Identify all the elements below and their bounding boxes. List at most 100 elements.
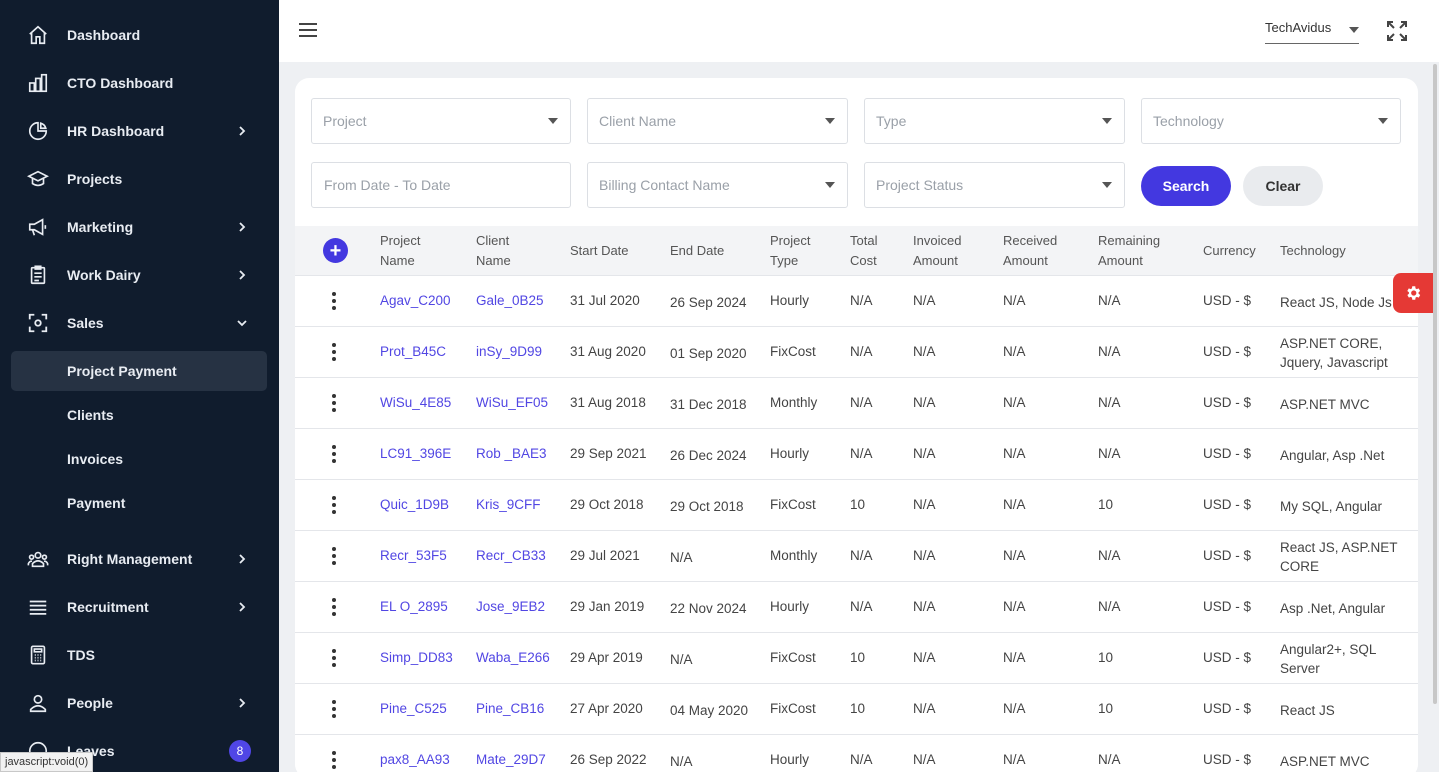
cell-received-amount: N/A (1003, 701, 1026, 716)
cell-received-amount: N/A (1003, 752, 1026, 767)
cell-invoiced-amount: N/A (913, 752, 936, 767)
cell-remaining-amount: N/A (1098, 599, 1121, 614)
topbar: TechAvidus (279, 0, 1439, 62)
sidebar-item-recruitment[interactable]: Recruitment (0, 587, 279, 627)
caret-down-icon (548, 118, 558, 124)
cell-start-date: 31 Aug 2018 (570, 395, 646, 410)
cell-invoiced-amount: N/A (913, 497, 936, 512)
company-selector[interactable]: TechAvidus (1265, 18, 1359, 44)
sidebar-item-sales[interactable]: Sales (0, 303, 279, 343)
cell-project-name[interactable]: pax8_AA93 (380, 752, 450, 767)
cell-end-date: N/A (670, 754, 693, 769)
row-actions-kebab-icon[interactable] (331, 700, 337, 720)
cell-client-name[interactable]: Recr_CB33 (476, 548, 546, 563)
cell-remaining-amount: N/A (1098, 446, 1121, 461)
cell-project-name[interactable]: EL O_2895 (380, 599, 448, 614)
cell-invoiced-amount: N/A (913, 395, 936, 410)
cell-project-name[interactable]: Agav_C200 (380, 293, 451, 308)
project-status-select[interactable]: Project Status (864, 162, 1125, 208)
cell-client-name[interactable]: Waba_E266 (476, 650, 550, 665)
row-actions-kebab-icon[interactable] (331, 292, 337, 312)
chevron-right-icon (239, 602, 246, 612)
sidebar-item-label: Dashboard (67, 27, 141, 43)
cell-start-date: 29 Oct 2018 (570, 497, 644, 512)
sidebar-item-projects[interactable]: Projects (0, 159, 279, 199)
search-button[interactable]: Search (1141, 166, 1231, 206)
sidebar-subitem-invoices[interactable]: Invoices (0, 439, 279, 479)
hamburger-menu-icon[interactable] (298, 21, 318, 39)
cell-end-date: 29 Oct 2018 (670, 499, 744, 514)
clear-button[interactable]: Clear (1243, 166, 1323, 206)
cell-project-name[interactable]: Prot_B45C (380, 344, 447, 359)
row-actions-kebab-icon[interactable] (331, 445, 337, 465)
sidebar-item-right-management[interactable]: Right Management (0, 539, 279, 579)
cell-client-name[interactable]: inSy_9D99 (476, 344, 543, 359)
date-range-placeholder: From Date - To Date (324, 177, 451, 193)
sidebar-subitem-clients[interactable]: Clients (0, 395, 279, 435)
cell-total-cost: 10 (850, 701, 866, 716)
company-name: TechAvidus (1265, 20, 1332, 35)
sidebar-item-cto-dashboard[interactable]: CTO Dashboard (0, 63, 279, 103)
cell-end-date: 26 Dec 2024 (670, 448, 747, 463)
sidebar-item-dashboard[interactable]: Dashboard (0, 15, 279, 55)
cell-currency: USD - $ (1203, 548, 1252, 563)
gear-icon (1407, 286, 1421, 300)
type-placeholder: Type (876, 113, 907, 129)
scrollbar-thumb[interactable] (1433, 64, 1437, 704)
cell-project-name[interactable]: Quic_1D9B (380, 497, 450, 512)
cell-client-name[interactable]: Mate_29D7 (476, 752, 546, 767)
cell-client-name[interactable]: Gale_0B25 (476, 293, 544, 308)
cell-client-name[interactable]: WiSu_EF05 (476, 395, 549, 410)
cell-currency: USD - $ (1203, 752, 1252, 767)
caret-down-icon (1102, 182, 1112, 188)
sidebar-item-work-dairy[interactable]: Work Dairy (0, 255, 279, 295)
cell-client-name[interactable]: Pine_CB16 (476, 701, 545, 716)
sidebar-item-tds[interactable]: TDS (0, 635, 279, 675)
row-actions-kebab-icon[interactable] (331, 496, 337, 516)
row-actions-kebab-icon[interactable] (331, 598, 337, 618)
cell-project-name[interactable]: Recr_53F5 (380, 548, 447, 563)
date-range-input[interactable]: From Date - To Date (311, 162, 571, 208)
cell-project-type: FixCost (770, 650, 816, 665)
caret-down-icon (1102, 118, 1112, 124)
cell-project-name[interactable]: WiSu_4E85 (380, 395, 452, 410)
cell-end-date: N/A (670, 652, 693, 667)
col-remaining-amount: Remaining Amount (1098, 233, 1161, 268)
clipboard-icon (30, 265, 46, 285)
cell-client-name[interactable]: Kris_9CFF (476, 497, 541, 512)
sidebar-subitem-payment[interactable]: Payment (0, 483, 279, 523)
row-actions-kebab-icon[interactable] (331, 547, 337, 567)
cell-project-name[interactable]: Pine_C525 (380, 701, 447, 716)
caret-down-icon (1349, 27, 1359, 33)
cell-project-type: Hourly (770, 446, 810, 461)
add-payment-button[interactable]: + (323, 238, 348, 263)
cell-received-amount: N/A (1003, 548, 1026, 563)
client-name-select[interactable]: Client Name (587, 98, 848, 144)
cell-client-name[interactable]: Jose_9EB2 (476, 599, 546, 614)
type-select[interactable]: Type (864, 98, 1125, 144)
sidebar-item-people[interactable]: People (0, 683, 279, 723)
sidebar-item-marketing[interactable]: Marketing (0, 207, 279, 247)
settings-tab[interactable] (1393, 273, 1433, 313)
cell-remaining-amount: N/A (1098, 344, 1121, 359)
table-row: Recr_53F5 Recr_CB33 29 Jul 2021 N/A Monthly N… (295, 531, 1418, 582)
leaves-count-badge: 8 (229, 740, 251, 762)
sidebar-item-hr-dashboard[interactable]: HR Dashboard (0, 111, 279, 151)
cell-total-cost: N/A (850, 344, 873, 359)
cell-invoiced-amount: N/A (913, 701, 936, 716)
cell-client-name[interactable]: Rob _BAE3 (476, 446, 547, 461)
page-scrollbar[interactable] (1431, 62, 1439, 772)
billing-contact-select[interactable]: Billing Contact Name (587, 162, 848, 208)
cell-project-name[interactable]: LC91_396E (380, 446, 452, 461)
row-actions-kebab-icon[interactable] (331, 649, 337, 669)
cell-technology: React JS, ASP.NET CORE (1280, 540, 1398, 574)
sidebar-subitem-project-payment[interactable]: Project Payment (11, 351, 267, 391)
cell-project-name[interactable]: Simp_DD83 (380, 650, 453, 665)
technology-select[interactable]: Technology (1141, 98, 1401, 144)
project-select[interactable]: Project (311, 98, 571, 144)
row-actions-kebab-icon[interactable] (331, 751, 337, 771)
fullscreen-icon[interactable] (1386, 20, 1408, 42)
cell-project-type: Hourly (770, 599, 810, 614)
row-actions-kebab-icon[interactable] (331, 394, 337, 414)
row-actions-kebab-icon[interactable] (331, 343, 337, 363)
